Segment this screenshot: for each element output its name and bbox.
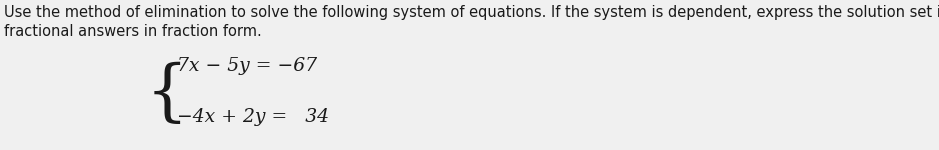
Text: 7x − 5y = −67: 7x − 5y = −67 [177, 57, 317, 75]
Text: {: { [146, 62, 188, 127]
Text: −4x + 2y =   34: −4x + 2y = 34 [177, 108, 330, 126]
Text: Use the method of elimination to solve the following system of equations. If the: Use the method of elimination to solve t… [4, 4, 939, 39]
